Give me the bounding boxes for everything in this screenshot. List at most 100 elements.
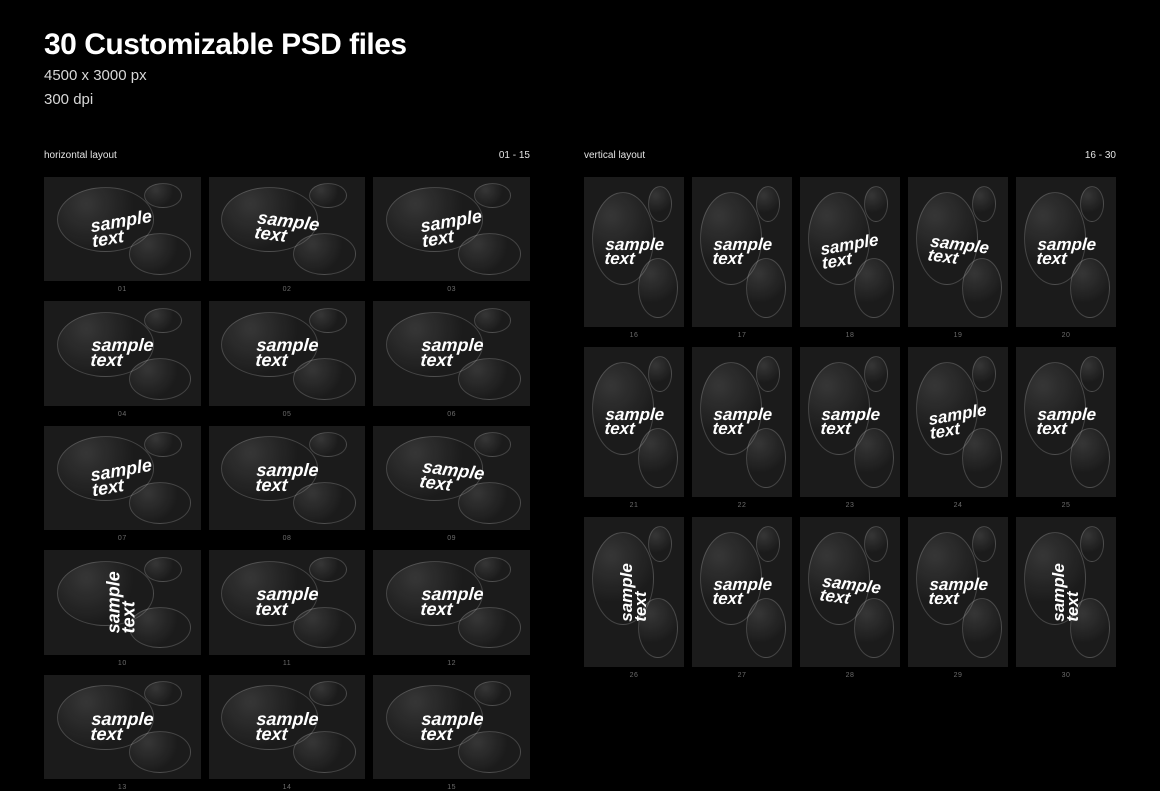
thumbnail-cell: sample text23: [800, 347, 900, 509]
blob-overlay: [648, 356, 672, 392]
thumbnail-number: 01: [118, 286, 127, 293]
thumbnail[interactable]: sample text: [209, 550, 366, 654]
thumbnail-cell: sample text16: [584, 177, 684, 339]
blob-overlay: [648, 186, 672, 222]
thumbnail-cell: sample text26: [584, 517, 684, 679]
thumbnail-number: 29: [954, 672, 963, 679]
grid-horizontal: sample text01sample text02sample text03s…: [44, 177, 530, 791]
blob-overlay: [756, 526, 780, 562]
thumbnail[interactable]: sample text: [908, 517, 1008, 667]
thumbnail[interactable]: sample text: [800, 177, 900, 327]
thumbnail-cell: sample text 27: [692, 517, 792, 679]
thumbnail-number: 21: [630, 502, 639, 509]
page-subtitle-1: 4500 x 3000 px: [44, 65, 407, 86]
sample-text: sample text: [712, 408, 773, 437]
blob-overlay: [962, 428, 1002, 488]
thumbnail-number: 09: [447, 535, 456, 542]
thumbnail[interactable]: sample text: [209, 675, 366, 779]
thumbnail-cell: sample text02: [209, 177, 366, 293]
blob-overlay: [854, 428, 894, 488]
sample-text: sample text: [604, 238, 665, 267]
sample-text: sample text: [1036, 408, 1097, 437]
thumbnail[interactable]: sample text: [44, 177, 201, 281]
thumbnail[interactable]: sample text: [44, 550, 201, 654]
column-horizontal: horizontal layout 01 - 15 sample text01s…: [44, 150, 530, 791]
thumbnail-cell: sample text 01: [44, 177, 201, 293]
sample-text: sample text: [1036, 238, 1097, 267]
thumbnail[interactable]: sample text: [692, 347, 792, 497]
thumbnail[interactable]: sample text: [584, 347, 684, 497]
sample-text: sample text: [90, 712, 154, 743]
blob-overlay: [756, 356, 780, 392]
thumbnail[interactable]: sample text: [373, 301, 530, 405]
thumbnail-cell: sample text 21: [584, 347, 684, 509]
blob-overlay: [1080, 186, 1104, 222]
blob-overlay: [1080, 356, 1104, 392]
thumbnail[interactable]: sample text: [209, 301, 366, 405]
sample-text: sample text: [255, 712, 319, 743]
sample-text: sample text: [420, 712, 484, 743]
thumbnail[interactable]: sample text: [44, 675, 201, 779]
thumbnail[interactable]: sample text: [209, 177, 366, 281]
sample-text: sample text: [1052, 563, 1081, 622]
sample-text: sample text: [90, 209, 154, 250]
thumbnail[interactable]: sample text: [908, 177, 1008, 327]
sample-text: sample text: [620, 563, 649, 622]
blob-overlay: [1080, 526, 1104, 562]
blob-overlay: [854, 258, 894, 318]
thumbnail[interactable]: sample text: [373, 426, 530, 530]
thumbnail[interactable]: sample text: [209, 426, 366, 530]
thumbnail-number: 27: [738, 672, 747, 679]
sample-text: sample text: [255, 587, 319, 618]
sample-text: sample text: [255, 338, 319, 369]
blob-overlay: [746, 428, 786, 488]
thumbnail-number: 30: [1062, 672, 1071, 679]
sample-text: sample text: [928, 403, 989, 442]
thumbnail-number: 15: [447, 784, 456, 791]
sample-text: sample text: [255, 463, 319, 494]
thumbnail[interactable]: sample text: [800, 347, 900, 497]
thumbnail[interactable]: sample text: [584, 517, 684, 667]
blob-overlay: [309, 308, 347, 333]
thumbnail[interactable]: sample text: [373, 550, 530, 654]
sample-text: sample text: [820, 233, 881, 272]
column-header-vertical: vertical layout 16 - 30: [584, 150, 1116, 161]
thumbnail-cell: sample text05: [209, 301, 366, 417]
thumbnail[interactable]: sample text: [584, 177, 684, 327]
thumbnail-number: 19: [954, 332, 963, 339]
thumbnail-cell: sample text10: [44, 550, 201, 666]
thumbnail-number: 08: [283, 535, 292, 542]
sample-text: sample text: [253, 210, 320, 248]
blob-overlay: [972, 526, 996, 562]
column-label: vertical layout: [584, 150, 645, 161]
sample-text: sample text: [928, 578, 989, 607]
column-vertical: vertical layout 16 - 30 sample text16sam…: [584, 150, 1116, 791]
page-title: 30 Customizable PSD files: [44, 28, 407, 62]
thumbnail-number: 06: [447, 411, 456, 418]
thumbnail-number: 20: [1062, 332, 1071, 339]
sample-text: sample text: [420, 338, 484, 369]
blob-overlay: [144, 681, 182, 706]
thumbnail[interactable]: sample text: [44, 426, 201, 530]
blob-overlay: [1070, 258, 1110, 318]
thumbnail-number: 24: [954, 502, 963, 509]
thumbnail[interactable]: sample text: [44, 301, 201, 405]
thumbnail-cell: sample text18: [800, 177, 900, 339]
thumbnail[interactable]: sample text: [1016, 177, 1116, 327]
thumbnail[interactable]: sample text: [373, 177, 530, 281]
blob-overlay: [144, 183, 182, 208]
thumbnail-cell: sample text03: [373, 177, 530, 293]
thumbnail[interactable]: sample text: [692, 517, 792, 667]
thumbnail[interactable]: sample text: [908, 347, 1008, 497]
blob-overlay: [144, 432, 182, 457]
thumbnail[interactable]: sample text: [692, 177, 792, 327]
blob-overlay: [756, 186, 780, 222]
blob-overlay: [144, 557, 182, 582]
thumbnail[interactable]: sample text: [1016, 347, 1116, 497]
blob-overlay: [638, 428, 678, 488]
thumbnail[interactable]: sample text: [800, 517, 900, 667]
blob-overlay: [1070, 428, 1110, 488]
thumbnail[interactable]: sample text: [373, 675, 530, 779]
thumbnail-number: 04: [118, 411, 127, 418]
thumbnail[interactable]: sample text: [1016, 517, 1116, 667]
